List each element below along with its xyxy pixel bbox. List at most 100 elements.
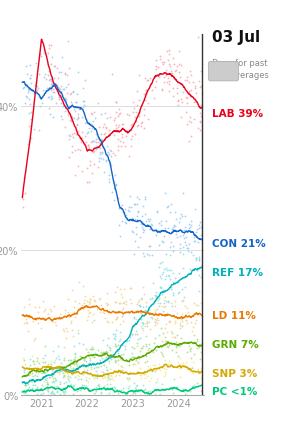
Point (99, 352, 103, 358)
Point (99, 136, 103, 143)
Point (142, 306, 147, 313)
Point (192, 99, 197, 106)
Point (56, 385, 60, 392)
Point (86, 375, 91, 382)
Point (34, 385, 39, 391)
Point (133, 330, 138, 337)
Point (167, 385, 172, 391)
Point (34, 391, 39, 398)
Point (24, 369, 29, 376)
Point (95, 140, 100, 147)
Point (125, 112, 130, 118)
Point (162, 59, 167, 66)
Point (127, 112, 131, 119)
Point (161, 269, 166, 276)
Point (112, 335, 117, 342)
Point (51, 389, 56, 396)
Point (147, 367, 152, 374)
Point (185, 74, 190, 81)
Point (34, 364, 39, 371)
Point (144, 89, 148, 96)
Point (154, 347, 158, 354)
Point (159, 60, 164, 67)
Point (172, 375, 177, 382)
Point (160, 62, 165, 69)
Point (164, 68, 169, 75)
Point (62, 99, 67, 106)
Point (84, 382, 89, 389)
Point (185, 319, 190, 326)
Point (169, 330, 174, 337)
Point (196, 125, 201, 132)
Point (133, 328, 138, 335)
Point (144, 342, 148, 349)
Point (21, 357, 26, 364)
Point (118, 233, 123, 240)
Point (37, 391, 42, 398)
Point (170, 85, 175, 92)
Point (166, 344, 171, 351)
Point (100, 157, 105, 164)
Point (194, 316, 199, 323)
Point (98, 111, 103, 118)
Point (152, 307, 157, 314)
Point (79, 375, 83, 382)
Point (117, 107, 122, 114)
Point (69, 118, 74, 125)
Point (57, 365, 62, 372)
Point (142, 322, 147, 329)
Point (74, 360, 79, 367)
Point (129, 327, 134, 334)
Point (170, 385, 175, 392)
Point (89, 122, 94, 128)
Point (174, 332, 179, 339)
Point (151, 340, 156, 347)
Point (194, 90, 199, 97)
Point (116, 350, 120, 357)
Point (94, 139, 99, 146)
Point (120, 342, 124, 349)
Point (91, 311, 96, 318)
Point (48, 308, 53, 315)
Point (162, 190, 167, 197)
Point (22, 190, 27, 197)
Point (185, 78, 190, 85)
Point (147, 306, 152, 312)
Point (143, 75, 148, 82)
Point (159, 325, 164, 332)
Point (25, 381, 30, 388)
Point (50, 388, 55, 395)
Point (147, 243, 152, 250)
Point (183, 284, 188, 291)
Point (97, 295, 102, 302)
Point (77, 387, 82, 394)
Point (85, 131, 90, 138)
Point (198, 263, 203, 270)
Point (164, 310, 169, 317)
Point (24, 94, 29, 101)
Point (192, 332, 197, 339)
Point (192, 116, 197, 123)
Point (134, 109, 139, 116)
Point (171, 248, 176, 255)
Point (133, 216, 137, 223)
Point (85, 307, 90, 314)
Point (90, 319, 95, 326)
Point (113, 340, 118, 347)
Point (181, 244, 186, 251)
Point (194, 380, 199, 387)
Point (76, 340, 81, 347)
Point (178, 233, 182, 240)
Point (152, 367, 157, 374)
Point (139, 372, 144, 379)
Point (141, 326, 146, 333)
Point (62, 71, 67, 78)
Point (147, 243, 152, 250)
Point (148, 296, 152, 302)
Point (42, 50, 47, 57)
Point (27, 123, 32, 130)
Point (170, 55, 175, 62)
Point (128, 300, 133, 307)
Point (196, 369, 201, 376)
Point (123, 357, 128, 364)
